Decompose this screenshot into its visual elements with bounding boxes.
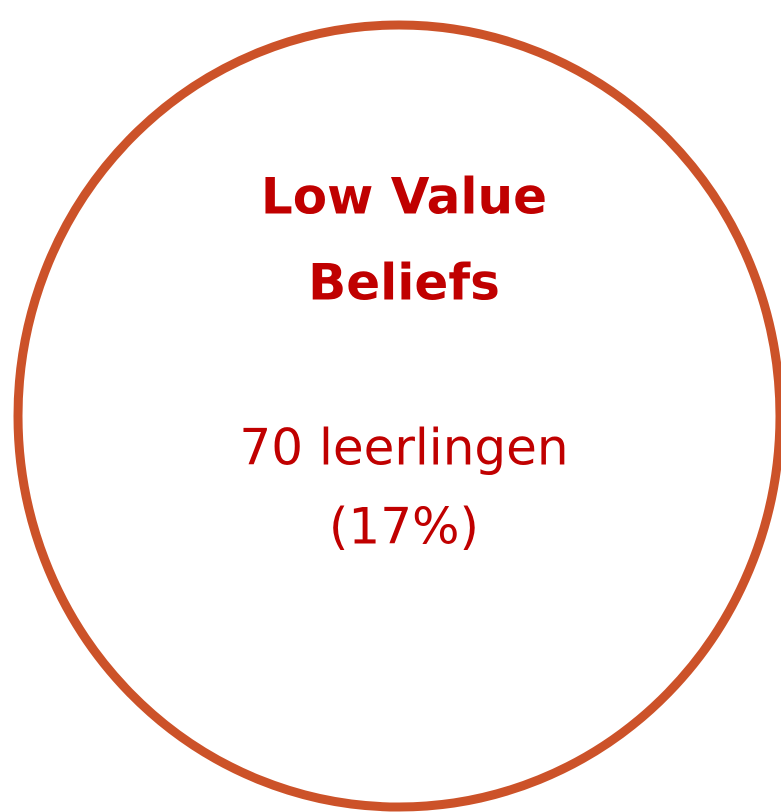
detail-line: (17%) [329, 498, 479, 556]
detail-line: 70 leerlingen [239, 419, 568, 477]
title-line: Beliefs [308, 254, 500, 312]
title-line: Low Value [261, 168, 547, 226]
circle [13, 20, 781, 812]
